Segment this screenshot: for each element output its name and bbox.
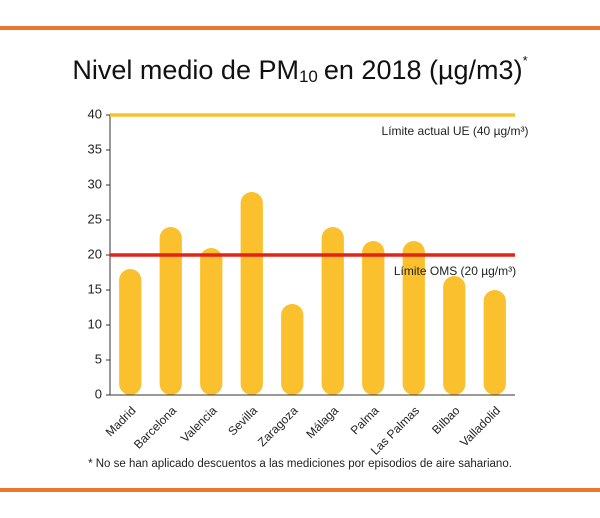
x-tick-label: Valladolid xyxy=(457,403,503,449)
bottom-rule xyxy=(0,488,600,492)
y-tick-label: 40 xyxy=(88,106,102,121)
top-rule xyxy=(0,26,600,30)
x-tick-label: Bilbao xyxy=(429,403,463,437)
y-tick-label: 20 xyxy=(88,246,102,261)
title-rest: en 2018 (µg/m3) xyxy=(324,55,523,85)
y-tick-label: 25 xyxy=(88,211,102,226)
bar xyxy=(240,192,263,395)
x-tick-label: Barcelona xyxy=(131,403,179,451)
y-tick-label: 5 xyxy=(95,351,102,366)
x-tick-label: Málaga xyxy=(303,403,341,441)
bar xyxy=(483,290,506,395)
y-tick-label: 0 xyxy=(95,386,102,401)
reference-label: Límite OMS (20 µg/m³) xyxy=(394,264,516,278)
x-tick-label: Valencia xyxy=(178,403,220,445)
reference-label: Límite actual UE (40 µg/m³) xyxy=(382,124,529,138)
bar xyxy=(362,241,385,395)
y-tick-label: 15 xyxy=(88,281,102,296)
bar xyxy=(281,304,304,395)
y-tick-label: 30 xyxy=(88,176,102,191)
bar xyxy=(321,227,344,395)
bar xyxy=(200,248,223,395)
y-tick-label: 10 xyxy=(88,316,102,331)
title-subscript: 10 xyxy=(299,67,318,86)
chart-title: Nivel medio de PM10 en 2018 (µg/m3)* xyxy=(72,53,527,86)
title-main: Nivel medio de PM xyxy=(72,55,299,85)
footnote: * No se han aplicado descuentos a las me… xyxy=(88,458,512,470)
bar xyxy=(159,227,182,395)
x-tick-label: Zaragoza xyxy=(255,403,301,449)
bar xyxy=(443,276,466,395)
bar xyxy=(402,241,425,395)
x-tick-label: Madrid xyxy=(103,403,139,439)
title-superscript: * xyxy=(523,53,528,68)
x-tick-label: Sevilla xyxy=(225,403,260,438)
bar xyxy=(119,269,142,395)
y-tick-label: 35 xyxy=(88,141,102,156)
x-tick-label: Palma xyxy=(348,403,382,437)
